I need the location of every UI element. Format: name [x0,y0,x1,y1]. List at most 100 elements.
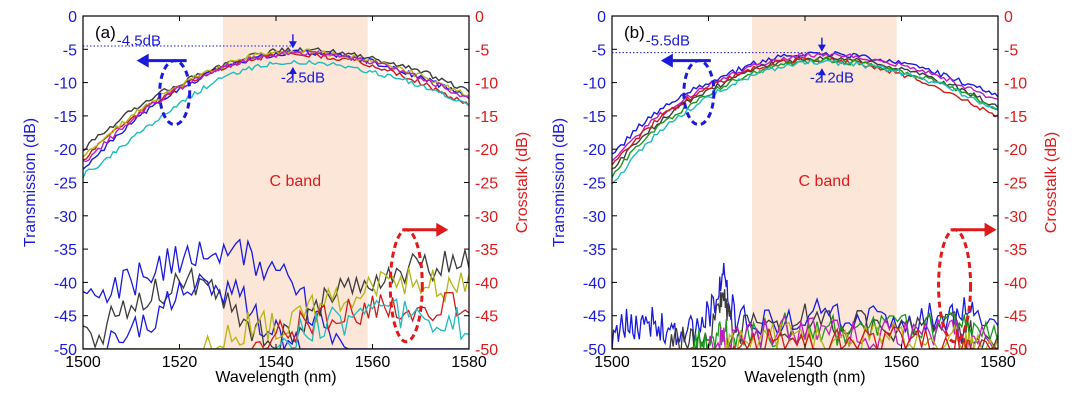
crosstalk-trace-4 [83,267,469,349]
chart-panel-1: C band -4.5dB -2.5dB 1500 1520 1540 1560 1580 Wa… [22,9,531,386]
y-right-tick-label-7: -30 [1004,209,1027,226]
left-axis-marker-arrowhead [660,53,673,68]
y-right-tick-label-2: -5 [475,42,489,59]
y-right-tick-label-3: -10 [1004,76,1027,93]
bracket-arrow-top-head [817,44,826,52]
x-axis-label: Wavelength (nm) [215,369,336,386]
y-left-tick-label-4: -15 [54,109,77,126]
c-band-region [751,16,897,349]
crosstalk-trace-5 [612,321,998,349]
crosstalk-trace-5 [83,291,469,349]
y-right-tick-label-3: -10 [475,76,498,93]
y-right-tick-label-11: -50 [475,342,498,359]
y-left-tick-label-11: -50 [583,342,606,359]
y-left-tick-label-5: -20 [54,142,77,159]
transmission-trace-2 [612,51,998,162]
y-right-tick-label-1: 0 [1004,9,1013,26]
crosstalk-trace-2 [612,289,998,349]
y-left-axis-label: Transmission (dB) [551,118,568,247]
crosstalk-trace-6 [612,326,998,349]
y-right-tick-label-8: -35 [475,242,498,259]
crosstalk-trace-6 [83,298,469,349]
y-left-tick-label-9: -40 [583,275,606,292]
y-right-tick-label-10: -45 [1004,309,1027,326]
x-tick-label-4: 1560 [884,354,920,371]
annotation-1: -4.5dB [117,32,161,49]
transmission-trace-4 [83,48,469,158]
y-left-tick-label-9: -40 [54,275,77,292]
y-left-tick-label-1: 0 [597,9,606,26]
y-left-tick-label-1: 0 [68,9,77,26]
y-right-tick-label-4: -15 [475,109,498,126]
y-right-tick-label-9: -40 [1004,275,1027,292]
left-axis-marker-arrowhead [136,53,149,68]
panel-label: (a) [95,23,116,42]
y-left-tick-label-6: -25 [583,176,606,193]
plot-traces [83,46,469,349]
bracket-arrow-bottom-head [817,68,826,76]
right-axis-marker-arrowhead [436,222,449,237]
panel-label: (b) [624,23,645,42]
y-left-tick-label-8: -35 [583,242,606,259]
y-right-tick-label-5: -20 [475,142,498,159]
y-right-tick-label-7: -30 [475,209,498,226]
y-right-tick-label-4: -15 [1004,109,1027,126]
x-tick-label-2: 1520 [162,354,198,371]
crosstalk-trace-1 [83,238,469,349]
x-tick-label-3: 1540 [258,354,294,371]
right-axis-marker-arrowhead [984,222,997,237]
y-right-axis-label: Crosstalk (dB) [514,132,531,233]
transmission-trace-1 [612,50,998,155]
y-right-tick-label-9: -40 [475,275,498,292]
transmission-trace-5 [83,59,469,179]
bracket-arrow-top-head [288,41,297,49]
y-right-tick-label-2: -5 [1004,42,1018,59]
annotation-1: -5.5dB [646,32,690,49]
y-left-tick-label-10: -45 [54,309,77,326]
c-band-label: C band [270,173,322,190]
x-tick-label-3: 1540 [787,354,823,371]
y-right-tick-label-1: 0 [475,9,484,26]
crosstalk-trace-3 [83,273,469,349]
y-left-tick-label-11: -50 [54,342,77,359]
x-tick-label-4: 1560 [355,354,391,371]
x-tick-label-5: 1580 [451,354,487,371]
transmission-trace-2 [83,48,469,170]
y-left-tick-label-5: -20 [583,142,606,159]
y-right-tick-label-5: -20 [1004,142,1027,159]
transmission-trace-5 [612,57,998,178]
transmission-trace-6 [612,59,998,185]
left-axis-marker-ellipse [158,59,192,127]
y-left-tick-label-7: -30 [583,209,606,226]
plot-traces [612,50,998,349]
x-axis-label: Wavelength (nm) [744,369,865,386]
annotation-2: -2.5dB [281,70,325,87]
chart-panel-2: C band -5.5dB -2.2dB 1500 1520 1540 1560 1580 Wa… [551,9,1060,386]
transmission-trace-6 [83,50,469,163]
bracket-arrow-bottom-head [288,66,297,74]
y-right-tick-label-8: -35 [1004,242,1027,259]
y-right-axis-label: Crosstalk (dB) [1043,132,1060,233]
y-left-tick-label-6: -25 [54,176,77,193]
transmission-trace-4 [612,56,998,166]
y-left-tick-label-4: -15 [583,109,606,126]
y-left-tick-label-7: -30 [54,209,77,226]
x-tick-label-1: 1500 [65,354,101,371]
y-right-tick-label-10: -45 [475,309,498,326]
y-right-tick-label-11: -50 [1004,342,1027,359]
y-left-tick-label-2: -5 [592,42,606,59]
c-band-label: C band [799,173,851,190]
y-left-tick-label-3: -10 [54,76,77,93]
x-tick-label-2: 1520 [691,354,727,371]
y-left-tick-label-3: -10 [583,76,606,93]
x-tick-label-5: 1580 [980,354,1016,371]
y-left-tick-label-8: -35 [54,242,77,259]
y-left-tick-label-2: -5 [63,42,77,59]
x-tick-label-1: 1500 [594,354,630,371]
crosstalk-trace-2 [83,249,469,349]
y-right-tick-label-6: -25 [1004,176,1027,193]
y-left-axis-label: Transmission (dB) [22,118,39,247]
y-right-tick-label-6: -25 [475,176,498,193]
annotation-2: -2.2dB [810,70,854,87]
